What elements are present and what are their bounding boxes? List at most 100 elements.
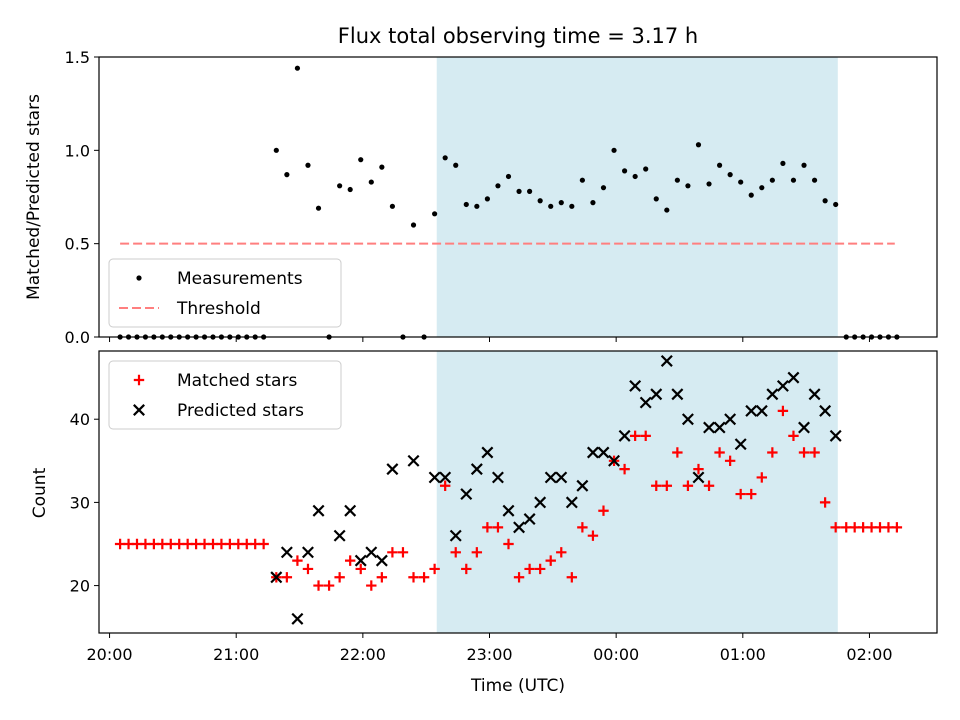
data-point bbox=[790, 177, 797, 183]
data-point bbox=[639, 396, 652, 409]
data-point bbox=[410, 222, 417, 228]
data-point bbox=[808, 388, 821, 401]
data-point bbox=[312, 504, 325, 517]
legend-swatch bbox=[136, 275, 142, 281]
data-point bbox=[819, 497, 831, 508]
data-point bbox=[586, 446, 599, 459]
data-point bbox=[748, 192, 754, 198]
data-point bbox=[755, 404, 768, 417]
data-point bbox=[579, 177, 585, 183]
data-point bbox=[368, 179, 374, 185]
data-point bbox=[337, 183, 343, 189]
data-point bbox=[587, 530, 599, 541]
data-point bbox=[375, 554, 388, 567]
legend-label: Matched stars bbox=[177, 371, 297, 391]
data-point bbox=[273, 147, 279, 153]
data-point bbox=[505, 173, 512, 180]
data-point bbox=[735, 488, 746, 500]
data-point bbox=[379, 164, 385, 170]
data-point bbox=[809, 447, 820, 458]
data-point bbox=[470, 463, 483, 476]
legend-label: Measurements bbox=[177, 269, 303, 289]
data-point bbox=[365, 546, 378, 559]
data-point bbox=[429, 563, 440, 575]
data-point bbox=[819, 404, 832, 417]
data-point bbox=[671, 388, 684, 401]
data-point bbox=[460, 488, 473, 501]
data-point bbox=[565, 496, 578, 509]
data-point bbox=[502, 504, 515, 517]
data-point bbox=[291, 612, 304, 625]
data-point bbox=[281, 572, 293, 583]
data-point bbox=[629, 379, 642, 392]
data-point bbox=[829, 429, 842, 442]
data-point bbox=[548, 203, 554, 209]
data-point bbox=[439, 480, 451, 491]
data-point bbox=[727, 172, 733, 178]
data-point bbox=[527, 188, 533, 194]
data-point bbox=[545, 555, 556, 566]
data-point bbox=[484, 196, 490, 202]
data-point bbox=[284, 172, 290, 178]
data-point bbox=[449, 529, 462, 542]
data-point bbox=[629, 430, 641, 442]
x-tick-label: 00:00 bbox=[593, 645, 639, 664]
data-point bbox=[453, 162, 459, 168]
observing-window-shade bbox=[436, 57, 838, 337]
data-point bbox=[544, 471, 557, 484]
data-point bbox=[524, 563, 535, 575]
data-point bbox=[776, 379, 789, 392]
data-point bbox=[724, 413, 737, 426]
data-point bbox=[387, 547, 398, 558]
data-point bbox=[355, 563, 366, 575]
x-tick-label: 01:00 bbox=[720, 645, 766, 664]
data-point bbox=[695, 142, 702, 148]
data-point bbox=[555, 471, 568, 484]
data-point bbox=[611, 147, 617, 153]
data-point bbox=[305, 162, 311, 168]
data-point bbox=[513, 521, 526, 534]
data-point bbox=[681, 413, 694, 426]
data-point bbox=[366, 580, 377, 591]
data-point bbox=[482, 522, 493, 533]
legend-swatch bbox=[133, 404, 145, 416]
data-point bbox=[461, 563, 472, 575]
data-point bbox=[301, 546, 314, 559]
data-point bbox=[822, 198, 828, 204]
data-point bbox=[315, 205, 322, 211]
data-point bbox=[661, 480, 673, 491]
data-point bbox=[358, 157, 364, 163]
data-point bbox=[516, 188, 522, 194]
data-point bbox=[650, 388, 663, 401]
data-point bbox=[513, 572, 525, 583]
data-point bbox=[503, 538, 514, 550]
data-point bbox=[759, 185, 765, 191]
data-point bbox=[463, 201, 469, 208]
legend-label: Predicted stars bbox=[177, 401, 304, 421]
data-point bbox=[672, 447, 683, 458]
legend-ratio: Measurements Threshold bbox=[108, 258, 342, 328]
data-point bbox=[354, 554, 367, 567]
data-point bbox=[450, 547, 461, 558]
data-point bbox=[302, 563, 314, 575]
data-point bbox=[432, 211, 438, 217]
data-point bbox=[442, 155, 448, 161]
data-point bbox=[495, 183, 501, 189]
x-tick-label: 23:00 bbox=[466, 645, 512, 664]
data-point bbox=[558, 200, 564, 206]
data-point bbox=[798, 421, 810, 434]
data-point bbox=[407, 454, 420, 467]
y-tick-label: 0.5 bbox=[65, 235, 90, 254]
data-point bbox=[618, 429, 631, 442]
data-point bbox=[491, 471, 504, 484]
data-point bbox=[556, 547, 567, 558]
data-point bbox=[692, 471, 705, 484]
data-point bbox=[270, 571, 283, 584]
legend-swatch bbox=[133, 374, 145, 386]
data-point bbox=[703, 421, 716, 434]
series-predicted-stars bbox=[270, 355, 842, 625]
panel-ratio: 0.0 0.5 1.0 1.5 Measurements Threshold bbox=[65, 48, 938, 347]
data-point bbox=[323, 580, 335, 591]
data-point bbox=[597, 446, 610, 459]
